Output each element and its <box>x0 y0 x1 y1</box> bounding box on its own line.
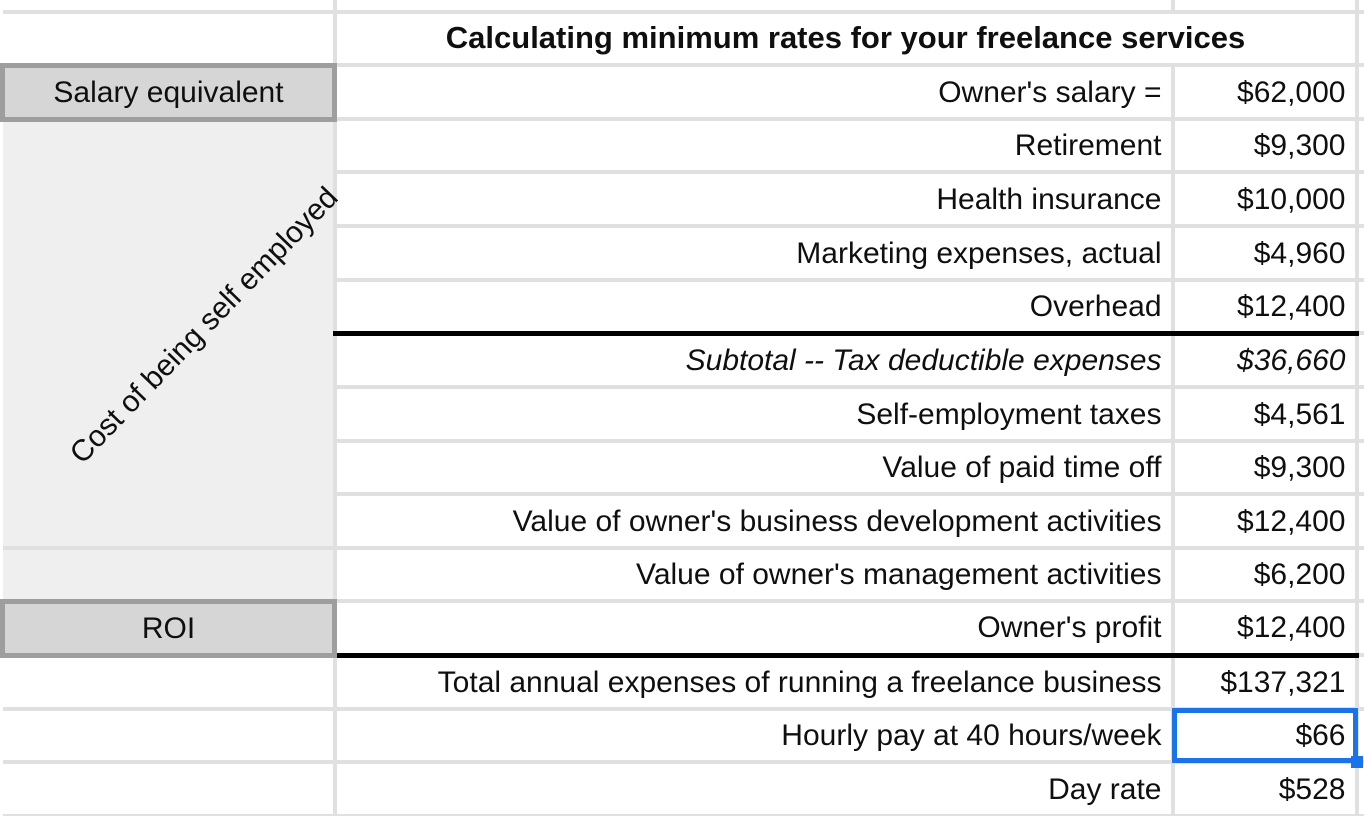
row-label-hourly-pay[interactable]: Hourly pay at 40 hours/week <box>332 707 1175 764</box>
row-label-self-employment-taxes[interactable]: Self-employment taxes <box>334 385 1175 443</box>
row-value-health-insurance[interactable]: $10,000 <box>1170 170 1359 228</box>
table-row: Marketing expenses, actual $4,960 <box>3 224 1364 282</box>
sheet-title[interactable]: Calculating minimum rates for your freel… <box>332 10 1359 67</box>
table-row: Self-employment taxes $4,561 <box>3 385 1364 443</box>
table-row: Overhead $12,400 <box>3 278 1364 335</box>
selected-cell-value: $66 <box>1295 719 1346 752</box>
row-value-owners-salary[interactable]: $62,000 <box>1170 63 1359 121</box>
row-label-total-annual-expenses[interactable]: Total annual expenses of running a freel… <box>332 653 1175 711</box>
cell-empty[interactable] <box>1354 117 1364 174</box>
cell-empty[interactable] <box>1354 439 1364 496</box>
row-label-health-insurance[interactable]: Health insurance <box>334 170 1175 228</box>
cell-empty[interactable] <box>1170 0 1359 14</box>
cell-empty[interactable] <box>2 0 337 14</box>
cell-empty[interactable] <box>1354 10 1364 67</box>
row-value-owners-profit[interactable]: $12,400 <box>1170 599 1359 658</box>
row-label-business-development[interactable]: Value of owner's business development ac… <box>334 492 1175 550</box>
cell-empty[interactable] <box>1354 707 1364 764</box>
row-value-day-rate[interactable]: $528 <box>1170 760 1359 816</box>
row-label-retirement[interactable]: Retirement <box>332 117 1175 174</box>
cell-empty[interactable] <box>1354 653 1364 711</box>
row-value-retirement[interactable]: $9,300 <box>1170 117 1359 174</box>
diagonal-group-label: Cost of being self employed <box>63 181 345 471</box>
cell-empty[interactable] <box>2 707 337 764</box>
group-cell-empty[interactable] <box>2 546 337 603</box>
cell-empty[interactable] <box>1354 170 1364 228</box>
cell-empty[interactable] <box>1354 63 1364 121</box>
row-value-subtotal-tax-deductible[interactable]: $36,660 <box>1170 330 1359 389</box>
cell-empty[interactable] <box>1354 0 1364 14</box>
row-value-overhead[interactable]: $12,400 <box>1170 278 1359 335</box>
table-row: Health insurance $10,000 <box>3 170 1364 228</box>
cell-empty[interactable] <box>1354 278 1364 335</box>
row-label-day-rate[interactable]: Day rate <box>332 760 1175 816</box>
table-row: Value of paid time off $9,300 <box>3 439 1364 496</box>
row-value-total-annual-expenses[interactable]: $137,321 <box>1170 653 1359 711</box>
table-row: Total annual expenses of running a freel… <box>2 653 1364 711</box>
cell-empty[interactable] <box>332 0 1175 14</box>
row-label-management-activities[interactable]: Value of owner's management activities <box>332 546 1175 603</box>
row-label-overhead[interactable]: Overhead <box>334 278 1175 335</box>
group-header-salary-equivalent[interactable]: Salary equivalent <box>0 62 337 122</box>
row-label-subtotal-tax-deductible[interactable]: Subtotal -- Tax deductible expenses <box>334 330 1175 389</box>
row-value-business-development[interactable]: $12,400 <box>1170 492 1359 550</box>
cell-empty[interactable] <box>1354 599 1364 657</box>
group-header-cost-of-self-employment[interactable]: Cost of being self employed <box>2 117 344 550</box>
cell-empty[interactable] <box>2 653 337 711</box>
fill-handle[interactable] <box>1350 756 1363 768</box>
selected-cell-hourly-pay[interactable]: $66 <box>1170 707 1363 768</box>
table-row: Value of owner's management activities $… <box>2 546 1364 603</box>
table-row: Value of owner's business development ac… <box>3 492 1364 550</box>
table-row-title: Calculating minimum rates for your freel… <box>2 10 1364 67</box>
cell-empty[interactable] <box>1354 331 1364 389</box>
row-value-marketing-expenses[interactable]: $4,960 <box>1170 224 1359 282</box>
row-label-owners-salary[interactable]: Owner's salary = <box>332 63 1175 121</box>
cell-empty[interactable] <box>1354 546 1364 603</box>
cell-empty[interactable] <box>1354 224 1364 282</box>
cell-empty[interactable] <box>1354 492 1364 550</box>
table-row: Cost of being self employed Retirement $… <box>2 117 1364 550</box>
table-row: ROI Owner's profit $12,400 <box>0 598 1364 658</box>
row-value-self-employment-taxes[interactable]: $4,561 <box>1170 385 1359 443</box>
cell-empty[interactable] <box>2 10 337 67</box>
table-row-partial <box>2 0 1364 14</box>
row-value-paid-time-off[interactable]: $9,300 <box>1170 439 1359 496</box>
cell-empty[interactable] <box>1354 385 1364 443</box>
row-label-owners-profit[interactable]: Owner's profit <box>332 599 1175 658</box>
row-value-management-activities[interactable]: $6,200 <box>1170 546 1359 603</box>
group-header-roi[interactable]: ROI <box>0 598 337 658</box>
row-label-marketing-expenses[interactable]: Marketing expenses, actual <box>334 224 1175 282</box>
table-row: Day rate $528 <box>2 760 1364 816</box>
cell-empty[interactable] <box>1354 760 1364 816</box>
table-row-subtotal: Subtotal -- Tax deductible expenses $36,… <box>3 330 1364 389</box>
table-row: Salary equivalent Owner's salary = $62,0… <box>0 62 1364 122</box>
cell-empty[interactable] <box>2 760 337 816</box>
table-row: Hourly pay at 40 hours/week $66 <box>2 707 1364 768</box>
row-label-paid-time-off[interactable]: Value of paid time off <box>334 439 1175 496</box>
